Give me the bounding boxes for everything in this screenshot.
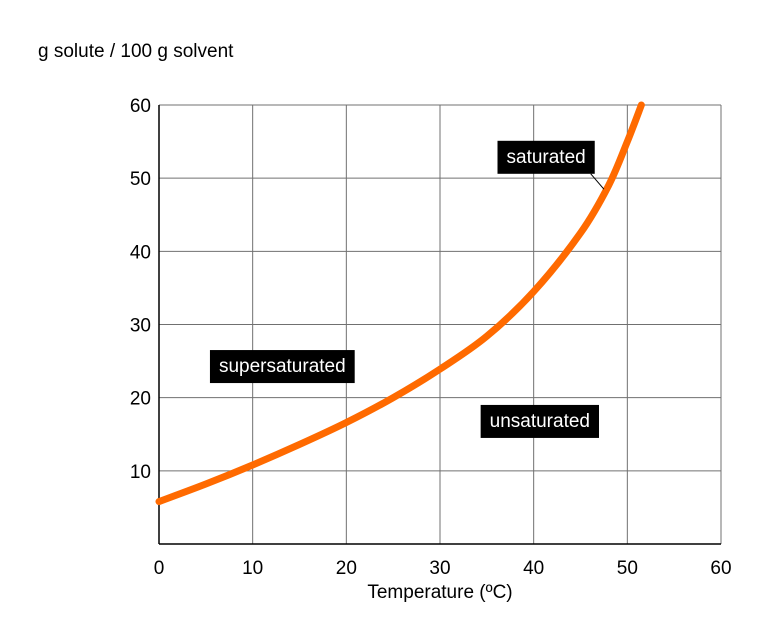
x-tick-label-10: 10 <box>242 558 263 579</box>
annotation-box-saturated <box>497 140 595 174</box>
y-tick-label-50: 50 <box>130 169 151 190</box>
x-tick-label-60: 60 <box>710 558 731 579</box>
annotation-label-unsaturated: unsaturated <box>490 411 590 432</box>
annotation-box-supersaturated <box>209 350 355 384</box>
y-tick-label-40: 40 <box>130 242 151 263</box>
annotation-unsaturated: unsaturated <box>480 404 600 438</box>
x-axis-label: Temperature (ºC) <box>367 582 512 603</box>
tick-labels: 0 10 20 30 40 50 60 10 20 30 40 50 60 <box>130 96 732 579</box>
grid <box>158 104 722 545</box>
annotation-layer: saturated supersaturated unsaturated <box>209 140 605 438</box>
x-tick-label-30: 30 <box>429 558 450 579</box>
annotation-label-supersaturated: supersaturated <box>219 356 346 377</box>
solubility-curve <box>155 101 645 506</box>
y-tick-label-20: 20 <box>130 389 151 410</box>
x-tick-label-20: 20 <box>336 558 357 579</box>
y-tick-label-30: 30 <box>130 316 151 337</box>
y-axis-label: g solute / 100 g solvent <box>38 41 234 62</box>
y-tick-label-60: 60 <box>130 96 151 117</box>
y-tick-label-10: 10 <box>130 462 151 483</box>
curve-layer <box>155 101 645 506</box>
x-tick-label-0: 0 <box>154 558 165 579</box>
annotation-saturated: saturated <box>497 140 595 174</box>
annotation-supersaturated: supersaturated <box>209 350 355 384</box>
annotation-pointer-saturated <box>590 173 605 190</box>
annotation-label-saturated: saturated <box>507 147 586 168</box>
x-tick-label-40: 40 <box>523 558 544 579</box>
x-tick-label-50: 50 <box>617 558 638 579</box>
annotation-box-unsaturated <box>480 404 600 438</box>
